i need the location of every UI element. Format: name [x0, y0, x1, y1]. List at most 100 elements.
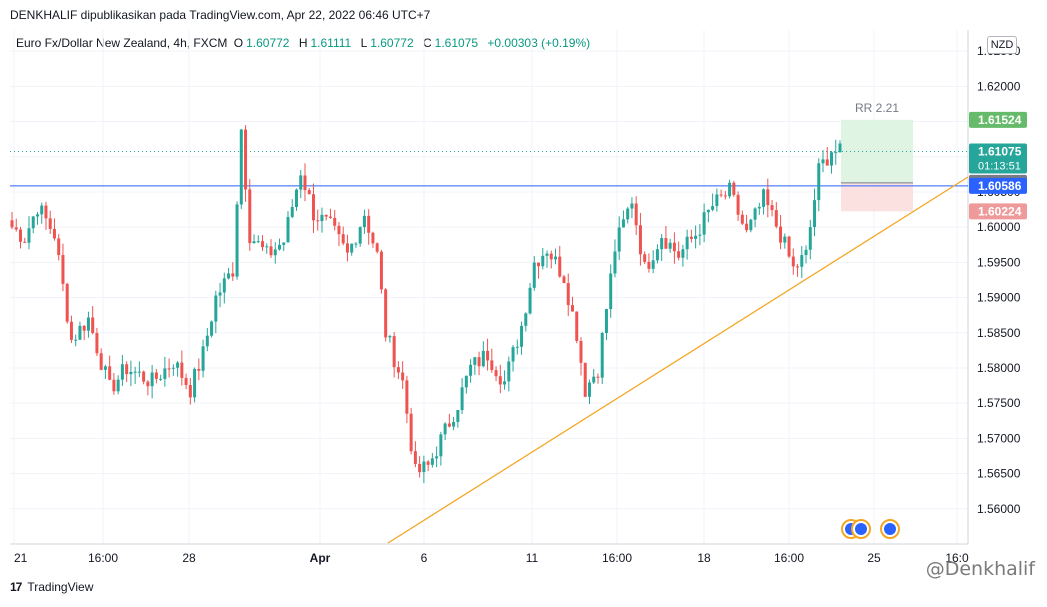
change-value: +0.00303 (+0.19%): [487, 36, 591, 50]
candle-body: [562, 276, 566, 284]
candle-body: [218, 292, 222, 296]
candle-body: [231, 273, 235, 277]
candle-body: [813, 200, 817, 228]
symbol-legend: Euro Fx/Dollar New Zealand, 4h, FXCM O 1.…: [16, 36, 593, 50]
risk-reward-label: RR 2.21: [855, 101, 899, 115]
candle-body: [290, 206, 294, 217]
candle-body: [728, 182, 732, 197]
candle-body: [715, 194, 719, 207]
candle-body: [426, 461, 430, 465]
candle-body: [133, 371, 137, 373]
candle-body: [44, 205, 48, 219]
candle-body: [99, 353, 103, 370]
candle-body: [112, 379, 116, 392]
candle-body: [643, 254, 647, 262]
candle-body: [503, 381, 507, 385]
candle-body: [609, 273, 613, 310]
candle-body: [473, 357, 477, 365]
candle-body: [294, 189, 298, 207]
currency-selector[interactable]: NZD: [987, 36, 1017, 54]
high-value: H 1.61111: [299, 36, 354, 50]
candle-body: [638, 225, 642, 255]
candle-body: [821, 159, 825, 164]
candle-body: [532, 262, 536, 288]
candle-body: [447, 423, 451, 427]
candle-body: [82, 325, 86, 331]
price-label-box: [969, 111, 1027, 128]
candle-body: [796, 266, 800, 268]
candle-body: [307, 190, 311, 195]
candle-body: [604, 309, 608, 333]
low-label: L: [360, 36, 368, 50]
candle-body: [762, 189, 766, 207]
candle-body: [430, 458, 434, 465]
candle-body: [320, 214, 324, 222]
candle-body: [435, 456, 439, 459]
candle-body: [613, 251, 617, 274]
candle-body: [48, 218, 52, 229]
candle-body: [719, 194, 723, 196]
candle-body: [422, 461, 426, 473]
candle-body: [570, 305, 574, 312]
candle-body: [558, 256, 562, 277]
candle-body: [634, 203, 638, 226]
candle-body: [116, 379, 120, 392]
y-tick-label: 1.56500: [977, 467, 1021, 481]
candle-body: [142, 371, 146, 382]
y-tick-label: 1.59000: [977, 291, 1021, 305]
candle-body: [413, 451, 417, 464]
price-axis-label: 1.60586: [969, 177, 1027, 194]
candle-body: [57, 238, 61, 256]
countdown-label-text: 01:13:51: [978, 160, 1021, 172]
candle-body: [498, 376, 502, 385]
price-label-box: [969, 203, 1027, 220]
candle-body: [278, 244, 282, 250]
candle-body: [545, 253, 549, 256]
y-tick-label: 1.58000: [977, 361, 1021, 375]
price-label-text: 1.60224: [978, 204, 1022, 218]
candle-body: [103, 366, 107, 370]
candle-body: [647, 261, 651, 269]
candle-body: [702, 212, 706, 235]
candle-body: [74, 339, 78, 341]
candle-body: [405, 380, 409, 414]
open-number: 1.60772: [246, 36, 290, 50]
candle-body: [779, 226, 783, 243]
candle-body: [362, 215, 366, 228]
candle-body: [222, 278, 226, 293]
candle-body: [171, 367, 175, 369]
candle-body: [477, 357, 481, 367]
candle-body: [664, 238, 668, 249]
x-tick-label: 21: [14, 551, 28, 565]
candle-body: [694, 235, 698, 239]
candle-body: [193, 368, 197, 398]
candle-body: [180, 362, 184, 378]
candle-body: [235, 204, 239, 277]
candle-body: [549, 253, 553, 260]
high-number: 1.61111: [310, 36, 352, 50]
candle-body: [511, 347, 515, 362]
candle-body: [146, 381, 150, 387]
candle-body: [184, 377, 188, 386]
candle-body: [481, 350, 485, 367]
candle-body: [256, 241, 260, 243]
candle-body: [706, 209, 710, 213]
candle-body: [770, 205, 774, 211]
candle-body: [167, 368, 171, 370]
close-value: C 1.61075: [423, 36, 481, 50]
candle-body: [515, 346, 519, 348]
candle-body: [456, 409, 460, 422]
candle-body: [520, 325, 524, 347]
candle-body: [630, 203, 634, 209]
candle-body: [371, 232, 375, 244]
candle-body: [40, 205, 44, 215]
candle-body: [282, 242, 286, 245]
open-value: O 1.60772: [234, 36, 293, 50]
price-label-box: [969, 143, 1027, 174]
candle-body: [401, 372, 405, 381]
candle-body: [753, 208, 757, 220]
candle-body: [668, 242, 672, 249]
candle-body: [35, 214, 39, 217]
candle-body: [69, 321, 73, 340]
